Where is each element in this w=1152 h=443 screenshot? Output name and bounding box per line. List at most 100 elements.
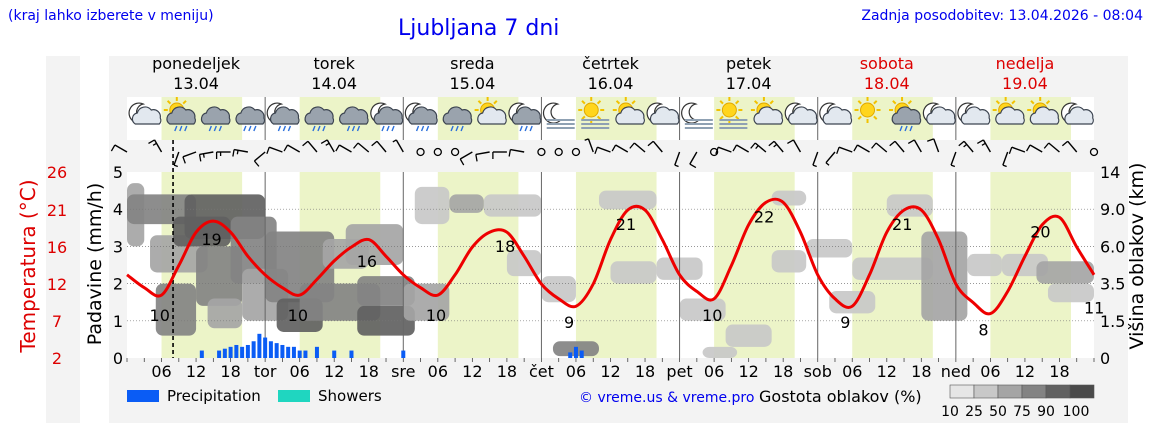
barb-flag	[110, 144, 116, 152]
x-day-label: čet	[529, 362, 554, 381]
sun-ray	[1030, 100, 1035, 105]
barb-flag	[253, 160, 260, 167]
sun-ray	[719, 100, 724, 105]
rain-drop	[287, 125, 292, 132]
x-hour-label: 12	[738, 362, 758, 381]
barb-staff	[754, 142, 767, 153]
wind-barb-icon	[1026, 144, 1043, 153]
barb-flag	[812, 164, 817, 168]
barb-flag	[674, 164, 679, 168]
barb-flag	[963, 143, 968, 148]
wind-barb-icon	[335, 144, 352, 153]
sun-ray	[1045, 100, 1051, 105]
cloud-layer-22	[541, 276, 576, 303]
barb-staff	[963, 140, 974, 153]
wind-barb-icon	[475, 151, 490, 162]
barb-staff	[376, 140, 387, 153]
barb-flag	[981, 142, 986, 146]
precipitation-tick-label: 4	[113, 200, 123, 219]
wind-barb-icon	[302, 140, 318, 153]
rain-drop	[450, 125, 454, 132]
barb-staff	[689, 151, 698, 165]
rain-drop	[218, 125, 222, 132]
barb-flag	[750, 142, 756, 149]
wind-barb-icon	[647, 140, 663, 153]
barb-flag	[202, 153, 205, 158]
sun-cloud-icon	[750, 97, 784, 125]
x-hour-label: 12	[186, 362, 206, 381]
temperature-value-label: 9	[564, 313, 574, 332]
cloud-rain-icon	[304, 106, 335, 132]
wind-barb-icon	[492, 151, 507, 159]
barb-staff	[326, 139, 335, 153]
sun-ray	[735, 100, 740, 105]
temperature-value-label: 10	[150, 306, 170, 325]
rain-drop	[909, 125, 913, 132]
precipitation-bar	[280, 344, 285, 358]
sun-cloud-icon	[474, 97, 507, 125]
cloud-shape	[891, 106, 922, 125]
cloud-rain-icon	[235, 106, 265, 132]
barb-flag	[787, 139, 794, 144]
rain-drop	[312, 125, 316, 132]
day-date: 18.04	[864, 74, 910, 93]
barb-staff	[1011, 146, 1026, 153]
cloud-shape	[339, 106, 369, 125]
barb-flag	[325, 142, 330, 146]
barb-staff	[615, 144, 629, 153]
barb-flag	[232, 149, 235, 157]
calm-circle	[416, 147, 425, 157]
barb-flag	[768, 140, 775, 147]
cloud-layer-1	[127, 194, 197, 225]
cloud-shape	[442, 106, 473, 125]
barb-staff	[253, 151, 266, 162]
cloud-layer-32	[806, 238, 853, 258]
day-name: četrtek	[582, 54, 640, 73]
precipitation-bar	[568, 352, 573, 358]
wind-barb-icon	[768, 140, 784, 153]
sun-ray	[581, 115, 586, 120]
sun-ray	[892, 100, 897, 105]
cloud-layer-29	[725, 324, 772, 347]
wind-barb-icon	[715, 146, 732, 155]
sun-disc	[721, 102, 737, 118]
sun-ray	[581, 100, 586, 105]
precipitation-bar	[291, 346, 296, 358]
precipitation-legend-swatch	[127, 390, 159, 402]
barb-flag	[732, 144, 738, 152]
sun-ray	[873, 115, 878, 120]
barb-staff	[875, 142, 888, 153]
moon-cloud-rain-icon	[508, 102, 542, 132]
barb-flag	[755, 145, 759, 150]
sun-fog-icon	[578, 97, 610, 129]
temperature-value-label: 9	[840, 313, 850, 332]
rain-drop	[391, 125, 395, 132]
day-name: torek	[314, 54, 356, 73]
sun-ray	[907, 100, 912, 105]
cloud-layer-7	[207, 298, 243, 329]
precipitation-bar	[199, 350, 204, 358]
wind-barb-icon	[320, 139, 335, 153]
calm-circle	[433, 147, 442, 157]
temperature-value-label: 10	[702, 306, 722, 325]
x-day-label: ned	[941, 362, 971, 381]
barb-staff	[597, 146, 611, 153]
density-legend-title: Gostota oblakov (%)	[759, 387, 922, 406]
showers-legend-swatch	[278, 390, 310, 402]
barb-staff	[736, 144, 749, 153]
wind-barb-icon	[253, 151, 266, 167]
rain-drop	[208, 125, 212, 132]
temperature-value-label: 18	[495, 237, 515, 256]
cloud-shape	[1029, 106, 1060, 125]
rain-drop	[386, 125, 390, 132]
wind-barb-icon	[433, 147, 442, 157]
cloud-shape	[269, 106, 300, 125]
precipitation-bar	[268, 341, 273, 358]
density-legend-swatch	[1021, 384, 1047, 399]
barb-staff	[459, 151, 473, 160]
sun-cloud-icon	[992, 97, 1025, 125]
sun-ray	[166, 100, 172, 105]
precipitation-axis-title: Padavine (mm/h)	[84, 183, 106, 346]
precipitation-bar	[401, 350, 406, 358]
